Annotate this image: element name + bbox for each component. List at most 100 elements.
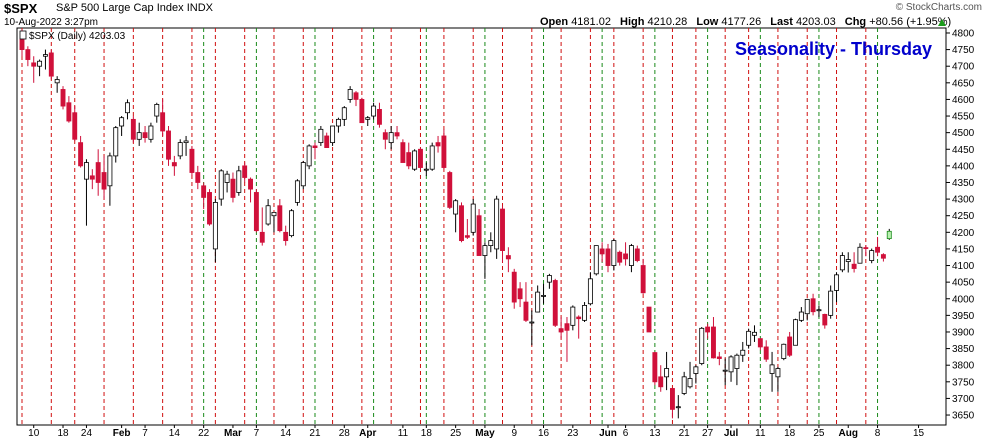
last-stat: Last 4203.03 [770,16,835,28]
candle-body [171,162,177,167]
candle-body [722,369,728,372]
x-tick-label: 14 [169,428,181,438]
candle-body [347,89,353,100]
candle-body [857,246,863,264]
candle-body [470,203,476,233]
candle-body [699,327,705,364]
candle-body [804,299,810,315]
candle-body [716,356,722,359]
candle-body [148,125,154,140]
candle-body [388,132,394,144]
candle-body [570,306,576,326]
candle-body [335,118,341,127]
candle-body [476,215,482,256]
chart-title: Seasonality - Thursday [735,39,932,59]
candle-body [593,245,599,275]
open-label: Open [540,16,569,28]
y-tick-label: 4400 [952,161,975,172]
candle-body [89,175,95,180]
candle-body [464,235,470,238]
exchange: INDX [186,2,213,14]
candle-body [224,173,230,183]
candle-body [201,185,207,198]
candle-body [640,265,646,294]
candle-body [705,326,711,333]
candle-body [552,280,558,326]
candle-body [78,142,84,167]
y-tick-label: 3950 [952,311,975,322]
chart-legend: $SPX (Daily) 4203.03 [29,31,126,42]
y-tick-label: 4450 [952,145,975,156]
x-tick-label: 13 [649,428,661,438]
x-tick-label: 25 [813,428,825,438]
y-tick-label: 4150 [952,244,975,255]
candle-body [230,178,236,198]
candle-body [810,298,816,313]
security-name: S&P 500 Large Cap Index INDX [56,2,213,14]
candle-body [658,376,664,388]
candle-body [558,328,564,333]
y-tick-label: 4250 [952,211,975,222]
x-tick-label: 21 [309,428,321,438]
candle-body [681,376,687,394]
candle-body [359,99,365,124]
x-tick-label: Apr [359,428,376,438]
candle-body [646,306,652,333]
candle-body [546,275,552,283]
candle-body [822,313,828,326]
candle-body [488,240,494,247]
candle-body [793,319,798,346]
candle-body [136,132,142,140]
high-label: High [620,16,645,28]
low-label: Low [696,16,719,28]
candle-body [283,231,289,242]
y-tick-label: 4700 [952,62,975,73]
candle-body [177,142,183,157]
candle-body [37,60,43,67]
candle-body [587,278,593,305]
candle-body [160,112,166,132]
candle-body [25,49,31,60]
candle-body [839,255,845,271]
y-tick-label: 4750 [952,45,975,56]
x-tick-label: 8 [875,428,881,438]
candle-body [207,192,212,225]
candle-body [371,105,377,117]
candle-body [60,89,66,107]
candle-body [142,132,148,139]
candle-body [435,142,441,147]
candle-body [605,248,611,266]
candle-body [253,192,259,232]
candle-body [582,305,587,321]
candle-body [189,148,195,173]
candle-body [775,368,781,378]
candle-body [166,130,171,160]
y-tick-label: 4200 [952,228,975,239]
candle-body [218,170,224,200]
candle-body [300,162,306,187]
candle-body [517,288,523,300]
x-tick-label: 23 [567,428,579,438]
copyright[interactable]: © StockCharts.com [895,2,982,13]
high-value: 4210.28 [647,16,688,28]
y-tick-label: 4350 [952,178,975,189]
x-tick-label: 11 [755,428,766,438]
x-tick-label: 6 [623,428,629,438]
candle-body [130,118,136,140]
candle-body [330,125,336,144]
candle-body [500,208,505,251]
x-tick-label: 11 [398,428,409,438]
x-tick-label: May [475,428,495,438]
candle-body [289,210,295,237]
chg-label: Chg [844,16,867,28]
x-tick-label: 21 [679,428,691,438]
low-value: 4177.26 [721,16,762,28]
candle-body [675,406,681,409]
low-stat: Low 4177.26 [696,16,761,28]
y-tick-label: 4550 [952,112,975,123]
candle-body [318,128,324,144]
candle-body [494,198,500,250]
chg-value: +80.56 (+1.95%) [869,16,952,28]
y-tick-label: 4600 [952,95,975,106]
